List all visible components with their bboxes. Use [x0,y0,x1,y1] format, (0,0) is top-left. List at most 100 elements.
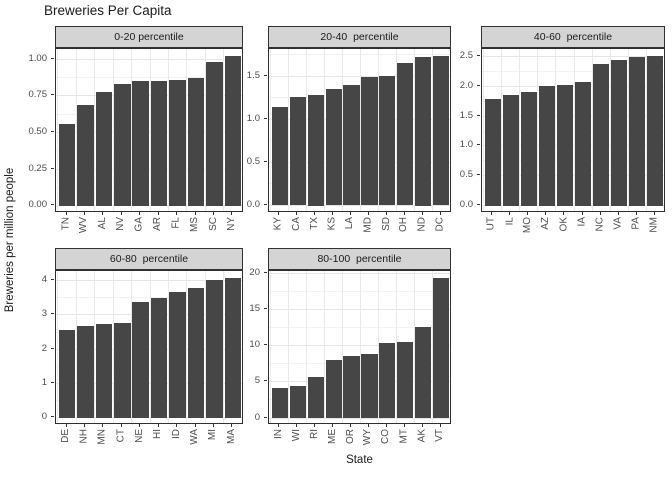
bar-SC [206,62,223,206]
x-tickmark [278,212,280,215]
gridline-vertical [75,49,77,211]
y-tick-label: 1.5 [246,69,260,81]
facet-strip: 20-40 percentile [268,26,451,48]
gridline-major [269,273,450,275]
gridline-vertical [645,49,647,211]
x-tick-label: RI [308,429,320,439]
x-tick-label: MO [521,217,533,234]
bar-HI [150,297,168,418]
gridline-vertical [131,49,133,211]
x-tick-label: UT [485,217,497,231]
x-tickmark [65,424,67,427]
x-tick-label: AL [96,217,108,230]
bar-OK [556,85,574,206]
y-tickmark [477,84,480,86]
y-tickmark [264,308,267,310]
facet-strip: 40-60 percentile [481,26,665,48]
gridline-vertical [57,271,59,423]
y-tickmark [264,272,267,274]
gridline-vertical [573,49,575,211]
x-tickmark [194,424,196,427]
x-tickmark [231,212,233,215]
bar-IA [574,81,592,206]
x-tick-label: VT [434,429,446,442]
bar-NV [114,84,131,206]
gridline-vertical [413,271,415,423]
bar-WI [289,386,306,418]
gridline-vertical [149,49,151,211]
x-tick-label: ID [170,429,182,439]
y-tickmark [264,117,267,119]
x-tick-label: WY [362,429,374,446]
y-tickmark [477,204,480,206]
x-tickmark [157,424,159,427]
bar-NE [132,302,150,418]
x-tick-label: MT [398,429,410,444]
gridline-major [269,75,450,77]
y-tick-label: 5 [254,375,260,387]
y-tickmark [51,416,54,418]
bar-MO [520,91,537,206]
gridline-vertical [223,49,225,211]
gridline-vertical [483,49,485,211]
bar-KY [271,107,288,206]
x-tickmark [296,212,298,215]
x-tickmark [102,212,104,215]
x-tickmark [65,212,67,215]
facet-strip: 60-80 percentile [55,248,243,270]
gridline-vertical [360,49,361,211]
x-tickmark [120,424,122,427]
x-tickmark [421,424,423,427]
gridline-major [56,205,242,207]
x-tickmark [194,212,196,215]
y-tick-label: 0.0 [246,199,260,210]
x-tickmark [176,212,178,215]
x-tickmark [157,212,159,215]
gridline-vertical [112,271,114,423]
x-tick-label: GA [133,217,145,232]
gridline-major [56,279,242,281]
x-tickmark [563,212,565,215]
x-tick-label: PA [630,217,642,230]
x-tickmark [367,424,369,427]
x-tick-label: OR [344,429,356,444]
x-tickmark [439,212,441,215]
facet-panel [268,270,451,424]
x-tickmark [439,424,441,427]
bar-LA [343,84,360,206]
gridline-vertical [395,49,397,211]
x-tickmark [139,424,141,427]
x-tick-label: IN [272,429,284,439]
x-tickmark [350,212,352,215]
gridline-vertical [555,49,557,211]
y-tickmark [264,344,267,346]
x-tickmark [403,424,405,427]
x-tick-label: TN [60,217,72,231]
facet-panel [268,48,451,212]
bar-CA [289,96,306,206]
x-tickmark [421,212,423,215]
x-tick-label: OK [557,217,569,232]
gridline-vertical [167,271,169,423]
x-tick-label: NH [78,429,90,444]
y-tick-label: 1.5 [459,109,473,121]
y-tick-label: 20 [249,267,260,279]
bar-IN [271,387,288,418]
gridline-vertical [57,49,59,211]
bar-DE [58,330,76,418]
chart-title: Breweries Per Capita [44,3,172,18]
bar-WY [361,353,378,418]
x-tick-label: MD [362,217,374,233]
gridline-vertical [360,271,361,423]
y-tickmark [264,204,267,205]
x-tick-label: WI [290,429,302,442]
x-axis-title: State [346,454,373,466]
bar-NC [592,64,610,206]
y-tick-label: 0.5 [246,155,260,167]
y-tick-label: 1.0 [459,139,473,151]
x-tick-label: CA [290,217,302,231]
bar-SD [379,76,396,206]
bar-ME [325,359,342,418]
x-tick-label: OH [398,217,410,232]
